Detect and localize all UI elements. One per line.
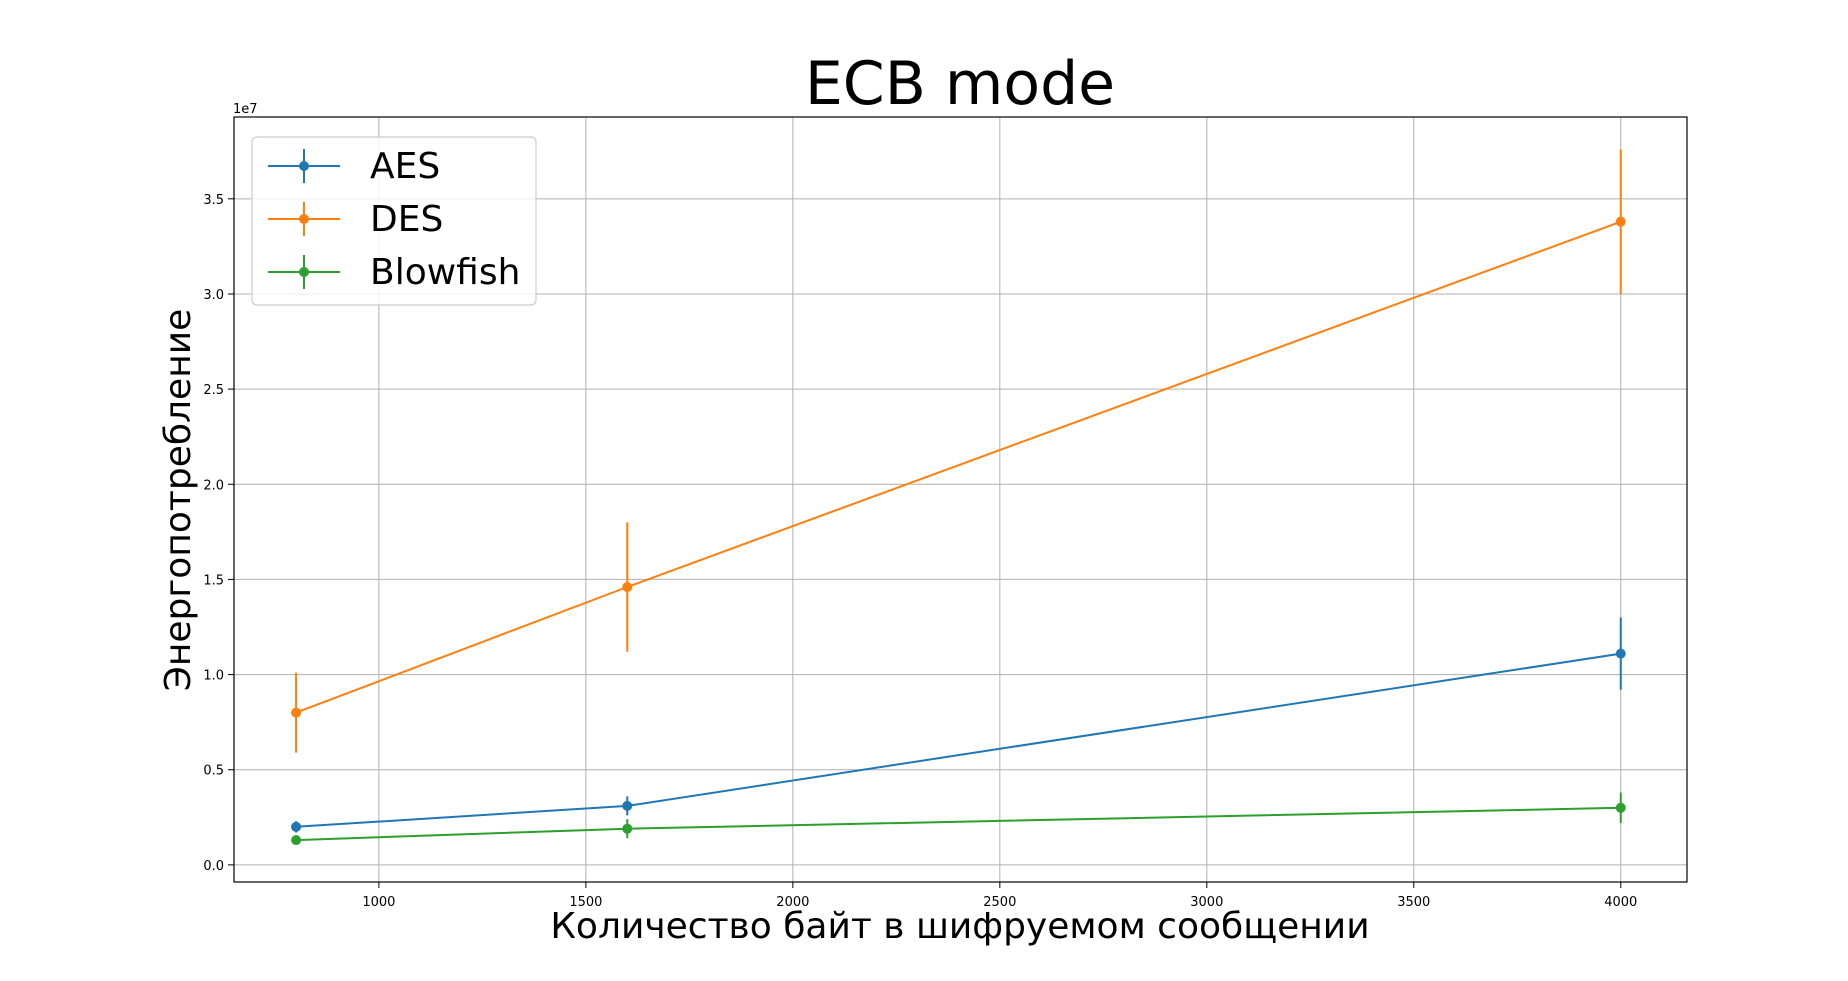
series-des <box>291 149 1626 753</box>
legend-item-blowfish: Blowfish <box>268 252 520 293</box>
y-tick-label: 1.5 <box>203 573 224 588</box>
data-point-blowfish <box>291 835 302 846</box>
series-group <box>291 149 1626 846</box>
legend-marker-blowfish <box>299 267 309 277</box>
legend-label-blowfish: Blowfish <box>370 252 520 293</box>
x-tick-label: 2500 <box>983 895 1016 910</box>
plot-area-frame <box>233 116 1688 883</box>
y-offset-label: 1e7 <box>233 102 258 117</box>
y-tick-label: 1.0 <box>203 669 224 684</box>
x-tick-label: 1500 <box>569 895 602 910</box>
legend-marker-aes <box>299 161 309 171</box>
x-axis: 1000 1500 2000 2500 3000 3500 4000 <box>362 882 1637 910</box>
legend-item-aes: AES <box>268 146 440 187</box>
y-axis-label: Энергопотребление <box>158 309 199 692</box>
y-tick-label: 3.5 <box>203 193 224 208</box>
y-tick-label: 2.0 <box>203 478 224 493</box>
x-tick-label: 4000 <box>1604 895 1637 910</box>
legend: AES DES Blowfish <box>251 136 537 306</box>
legend-marker-des <box>299 214 309 224</box>
data-point-aes <box>1615 648 1626 659</box>
data-point-des <box>1615 216 1626 227</box>
x-tick-label: 3000 <box>1190 895 1223 910</box>
data-point-blowfish <box>1615 802 1626 813</box>
legend-label-des: DES <box>370 199 443 240</box>
x-tick-label: 1000 <box>362 895 395 910</box>
grid <box>234 117 1687 882</box>
data-point-aes <box>622 800 633 811</box>
legend-label-aes: AES <box>370 146 440 187</box>
data-point-aes <box>291 821 302 832</box>
chart-title: ECB mode <box>805 49 1115 119</box>
x-axis-label: Количество байт в шифруемом сообщении <box>550 906 1369 947</box>
series-aes <box>291 617 1626 833</box>
y-tick-label: 0.0 <box>203 859 224 874</box>
data-point-des <box>291 707 302 718</box>
y-tick-label: 2.5 <box>203 383 224 398</box>
legend-frame <box>251 136 537 306</box>
legend-items: AES DES Blowfish <box>268 146 520 293</box>
y-tick-label: 3.0 <box>203 288 224 303</box>
x-tick-label: 2000 <box>776 895 809 910</box>
y-tick-label: 0.5 <box>203 764 224 779</box>
data-point-des <box>622 582 633 593</box>
x-tick-label: 3500 <box>1397 895 1430 910</box>
y-axis: 0.0 0.5 1.0 1.5 2.0 2.5 3.0 3.5 <box>203 193 234 874</box>
data-point-blowfish <box>622 823 633 834</box>
series-blowfish <box>291 792 1626 846</box>
legend-item-des: DES <box>268 199 443 240</box>
